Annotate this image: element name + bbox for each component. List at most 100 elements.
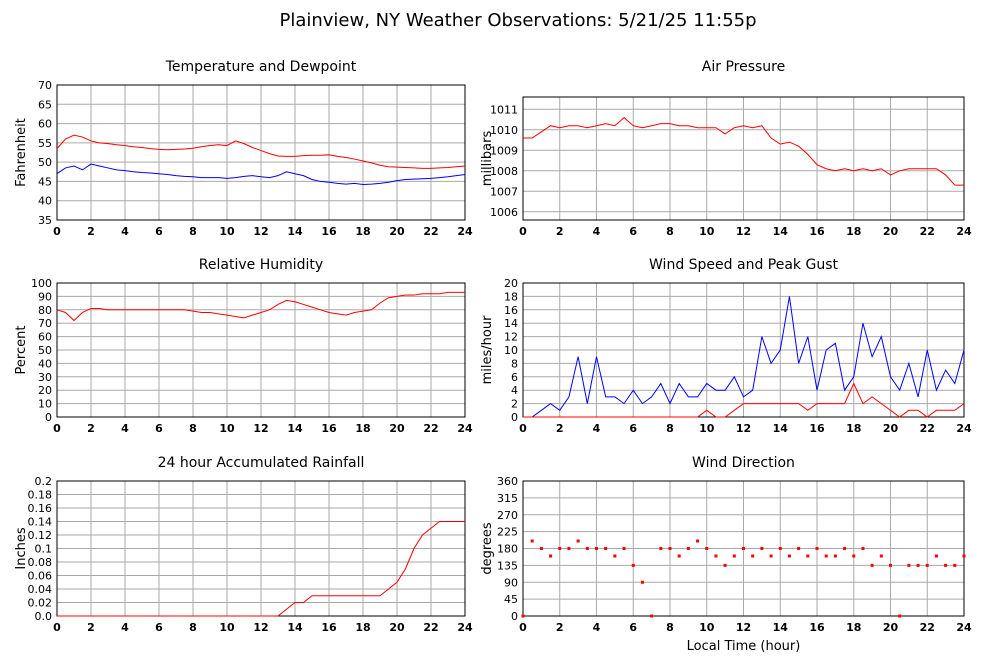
x-tick-label: 16 xyxy=(809,422,825,435)
y-tick-label: 0.12 xyxy=(28,529,53,542)
y-tick-label: 180 xyxy=(497,543,518,556)
data-point xyxy=(595,547,598,550)
x-tick-label: 10 xyxy=(699,621,715,634)
y-tick-label: 50 xyxy=(38,156,52,169)
y-tick-label: 0 xyxy=(511,610,518,623)
y-tick-label: 0.2 xyxy=(35,475,53,488)
y-tick-label: 80 xyxy=(38,304,52,317)
data-point xyxy=(953,563,957,567)
x-tick-label: 12 xyxy=(736,225,751,238)
x-tick-label: 14 xyxy=(773,621,789,634)
data-point xyxy=(558,547,562,550)
x-tick-label: 8 xyxy=(666,422,674,435)
data-point xyxy=(824,554,828,558)
x-tick-label: 22 xyxy=(423,621,438,634)
x-tick-label: 16 xyxy=(321,225,337,238)
data-point xyxy=(677,554,681,558)
x-tick-label: 8 xyxy=(189,621,197,634)
chart-title: Relative Humidity xyxy=(199,257,323,273)
data-line xyxy=(56,134,466,169)
y-tick-label: 0.18 xyxy=(28,489,53,502)
data-point xyxy=(686,547,690,550)
data-point xyxy=(879,554,883,558)
page-title: Plainview, NY Weather Observations: 5/21… xyxy=(279,10,756,31)
y-tick-label: 40 xyxy=(38,195,52,208)
x-tick-label: 16 xyxy=(809,621,825,634)
data-point xyxy=(521,614,525,618)
x-tick-label: 8 xyxy=(189,422,197,435)
y-tick-label: 0 xyxy=(45,411,52,424)
y-tick-label: 0 xyxy=(511,411,518,424)
x-tick-label: 2 xyxy=(556,225,564,238)
y-tick-label: 8 xyxy=(511,357,518,370)
y-axis-label: Percent xyxy=(14,326,29,375)
x-tick-label: 10 xyxy=(219,422,235,435)
y-tick-label: 1007 xyxy=(490,185,518,198)
y-tick-label: 30 xyxy=(38,371,52,384)
x-tick-label: 6 xyxy=(629,422,637,435)
data-point xyxy=(604,547,608,550)
y-tick-label: 0.06 xyxy=(28,570,53,583)
data-line xyxy=(523,296,965,418)
data-point xyxy=(797,547,801,550)
x-tick-label: 16 xyxy=(809,225,825,238)
data-point xyxy=(549,554,553,558)
data-point xyxy=(705,547,709,550)
y-axis-label: miles/hour xyxy=(480,315,495,384)
data-point xyxy=(760,547,764,550)
y-tick-label: 270 xyxy=(497,509,518,522)
x-tick-label: 0 xyxy=(53,225,61,238)
y-tick-label: 1006 xyxy=(490,206,518,219)
data-point xyxy=(806,554,810,558)
data-point xyxy=(889,563,892,567)
data-point xyxy=(962,554,966,558)
x-tick-label: 22 xyxy=(920,422,935,435)
x-tick-label: 0 xyxy=(519,422,527,435)
y-tick-label: 14 xyxy=(504,317,518,330)
x-tick-label: 0 xyxy=(53,422,61,435)
x-tick-label: 22 xyxy=(920,621,935,634)
y-tick-label: 1010 xyxy=(490,124,518,137)
x-tick-label: 24 xyxy=(956,621,972,634)
x-tick-label: 6 xyxy=(629,621,637,634)
data-point xyxy=(640,580,644,584)
data-point xyxy=(576,539,580,543)
data-point xyxy=(613,554,617,558)
y-tick-label: 35 xyxy=(38,214,52,227)
x-tick-label: 18 xyxy=(846,621,861,634)
y-axis-label: degrees xyxy=(480,522,495,575)
data-point xyxy=(696,539,700,543)
y-tick-label: 225 xyxy=(497,526,518,539)
plot-frame xyxy=(56,84,466,221)
data-point xyxy=(778,547,782,550)
data-point xyxy=(852,554,856,558)
data-point xyxy=(787,554,791,558)
x-tick-label: 22 xyxy=(920,225,935,238)
y-tick-label: 0.08 xyxy=(28,556,53,569)
data-point xyxy=(833,554,837,558)
x-tick-label: 20 xyxy=(883,422,899,435)
x-tick-label: 8 xyxy=(666,621,674,634)
x-tick-label: 10 xyxy=(699,422,715,435)
y-tick-label: 4 xyxy=(511,384,518,397)
data-point xyxy=(585,547,589,550)
y-tick-label: 6 xyxy=(511,371,518,384)
x-tick-label: 12 xyxy=(253,621,268,634)
data-point xyxy=(567,547,571,550)
x-tick-label: 12 xyxy=(253,225,268,238)
x-tick-label: 0 xyxy=(53,621,61,634)
x-tick-label: 2 xyxy=(87,225,95,238)
y-tick-label: 70 xyxy=(38,79,52,92)
y-tick-label: 60 xyxy=(38,118,52,131)
y-axis-label: Inches xyxy=(14,527,29,569)
x-tick-label: 2 xyxy=(556,422,564,435)
data-point xyxy=(723,563,727,567)
x-tick-label: 6 xyxy=(155,225,163,238)
x-tick-label: 0 xyxy=(519,225,527,238)
data-point xyxy=(732,554,736,558)
y-tick-label: 40 xyxy=(38,357,52,370)
x-tick-label: 2 xyxy=(556,621,564,634)
x-tick-label: 4 xyxy=(593,621,601,634)
data-line xyxy=(523,382,965,418)
